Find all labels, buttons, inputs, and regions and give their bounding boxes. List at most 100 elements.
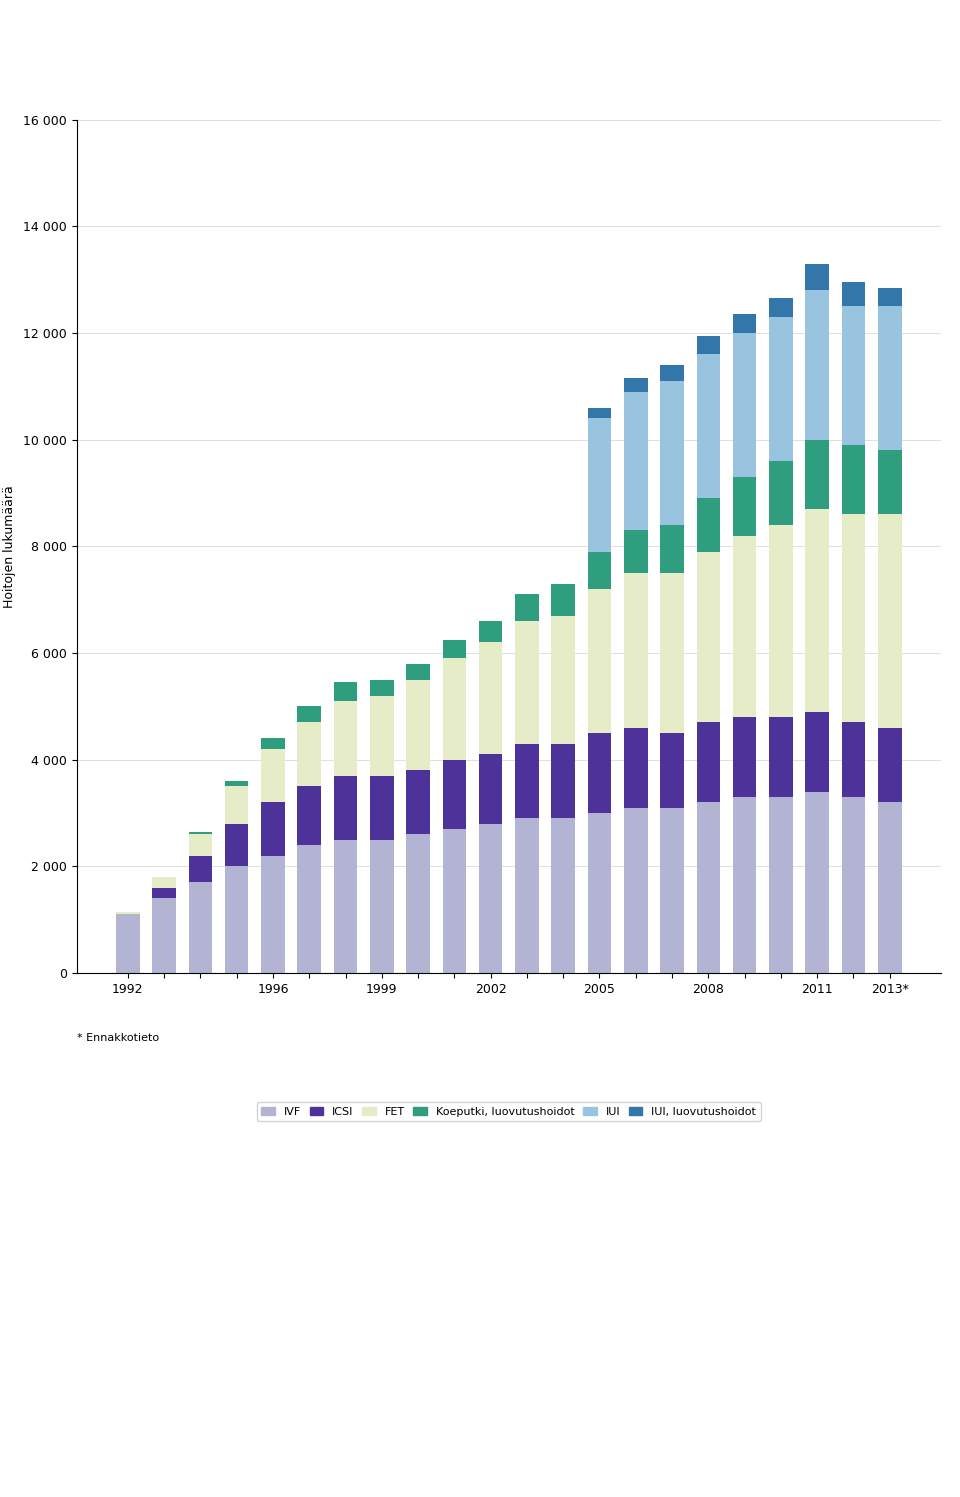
Bar [732, 536, 756, 717]
Bar [116, 912, 139, 915]
Bar [878, 307, 901, 451]
Bar [805, 263, 829, 290]
Bar [624, 530, 648, 573]
Bar [769, 317, 793, 461]
Bar [188, 856, 212, 882]
Bar [732, 717, 756, 796]
Bar [805, 711, 829, 792]
Bar [479, 642, 502, 754]
Bar [588, 588, 612, 734]
Bar [479, 823, 502, 973]
Legend: IVF, ICSI, FET, Koeputki, luovutushoidot, IUI, IUI, luovutushoidot: IVF, ICSI, FET, Koeputki, luovutushoidot… [257, 1102, 760, 1121]
Bar [660, 382, 684, 525]
Bar [697, 355, 720, 499]
Bar [406, 771, 430, 834]
Bar [842, 723, 865, 796]
Bar [732, 314, 756, 332]
Bar [878, 728, 901, 802]
Bar [588, 734, 612, 813]
Bar [370, 696, 394, 775]
Bar [116, 915, 139, 973]
Bar [624, 379, 648, 392]
Bar [769, 298, 793, 317]
Bar [660, 573, 684, 734]
Bar [769, 717, 793, 796]
Bar [878, 451, 901, 515]
Bar [479, 621, 502, 642]
Bar [298, 786, 321, 844]
Bar [370, 840, 394, 973]
Bar [805, 290, 829, 440]
Bar [697, 802, 720, 973]
Bar [153, 898, 176, 973]
Bar [842, 283, 865, 307]
Bar [370, 775, 394, 840]
Bar [298, 723, 321, 786]
Bar [443, 829, 467, 973]
Bar [443, 659, 467, 760]
Bar [805, 792, 829, 973]
Bar [261, 856, 285, 973]
Bar [551, 584, 575, 615]
Bar [697, 499, 720, 552]
Bar [624, 573, 648, 728]
Bar [334, 683, 357, 701]
Bar [406, 663, 430, 680]
Bar [153, 888, 176, 898]
Bar [878, 515, 901, 728]
Bar [732, 478, 756, 536]
Bar [188, 834, 212, 856]
Bar [479, 754, 502, 823]
Bar [842, 796, 865, 973]
Bar [261, 748, 285, 802]
Bar [188, 882, 212, 973]
Bar [588, 552, 612, 588]
Bar [805, 440, 829, 509]
Bar [261, 738, 285, 748]
Bar [443, 639, 467, 659]
Bar [298, 707, 321, 723]
Bar [261, 802, 285, 856]
Bar [406, 834, 430, 973]
Bar [842, 445, 865, 515]
Bar [697, 552, 720, 723]
Bar [406, 680, 430, 771]
Bar [732, 796, 756, 973]
Bar [660, 365, 684, 382]
Bar [516, 744, 539, 819]
Bar [516, 621, 539, 744]
Bar [769, 461, 793, 525]
Bar [660, 808, 684, 973]
Bar [516, 594, 539, 621]
Y-axis label: Hoitojen lukumäärä: Hoitojen lukumäärä [3, 485, 16, 608]
Bar [551, 615, 575, 744]
Bar [334, 840, 357, 973]
Bar [878, 287, 901, 307]
Bar [334, 701, 357, 775]
Bar [624, 808, 648, 973]
Bar [697, 335, 720, 355]
Bar [878, 802, 901, 973]
Bar [588, 419, 612, 552]
Bar [516, 819, 539, 973]
Bar [298, 844, 321, 973]
Bar [769, 525, 793, 717]
Bar [660, 525, 684, 573]
Bar [624, 728, 648, 808]
Bar [370, 680, 394, 696]
Bar [225, 823, 249, 867]
Bar [842, 515, 865, 723]
Bar [551, 819, 575, 973]
Bar [697, 723, 720, 802]
Bar [588, 813, 612, 973]
Bar [624, 392, 648, 530]
Bar [188, 832, 212, 834]
Bar [551, 744, 575, 819]
Bar [805, 509, 829, 711]
Bar [660, 734, 684, 808]
Bar [732, 332, 756, 478]
Bar [153, 877, 176, 888]
Bar [443, 760, 467, 829]
Bar [225, 786, 249, 823]
Bar [334, 775, 357, 840]
